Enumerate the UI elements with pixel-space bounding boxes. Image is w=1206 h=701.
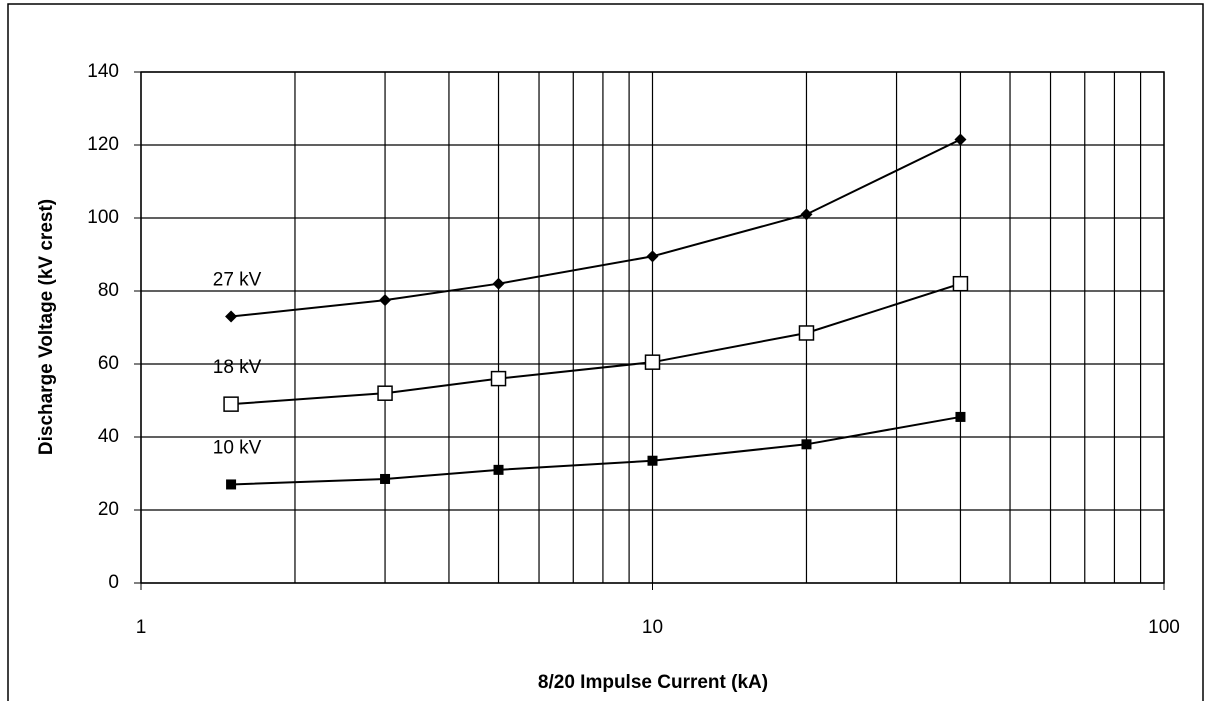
series-line [231,282,961,406]
marker [954,133,967,146]
series-label: 27 kV [213,270,262,291]
marker [952,275,969,292]
series-label: 10 kV [213,437,262,458]
marker [798,325,815,341]
marker [647,455,658,466]
y-tick-label: 40 [98,426,119,447]
y-tick-label: 120 [87,134,119,155]
x-axis-title: 8/20 Impulse Current (kA) [538,672,768,693]
x-tick-label: 1 [136,617,147,638]
marker [646,250,659,263]
y-tick-label: 80 [98,280,119,301]
series-line [230,138,961,318]
marker [223,396,239,412]
marker [492,277,505,290]
marker [800,208,813,221]
y-axis-title: Discharge Voltage (kV crest) [36,199,57,455]
y-tick-label: 100 [87,207,119,228]
marker [644,354,661,370]
y-tick-label: 0 [108,572,119,593]
frame [7,3,1204,701]
plot-area [140,71,1165,584]
marker [379,294,392,307]
series-label: 18 kV [213,357,262,378]
marker [380,473,391,484]
x-tick-label: 100 [1148,617,1180,638]
marker [225,310,238,323]
marker [493,464,504,475]
y-tick-label: 20 [98,499,119,520]
x-tick-label: 10 [642,617,663,638]
marker [955,411,966,422]
series-line [231,415,961,486]
y-tick-label: 60 [98,353,119,374]
marker [377,385,393,401]
marker [490,370,507,387]
y-tick-label: 140 [87,61,119,82]
marker [226,479,237,490]
marker [801,439,812,450]
